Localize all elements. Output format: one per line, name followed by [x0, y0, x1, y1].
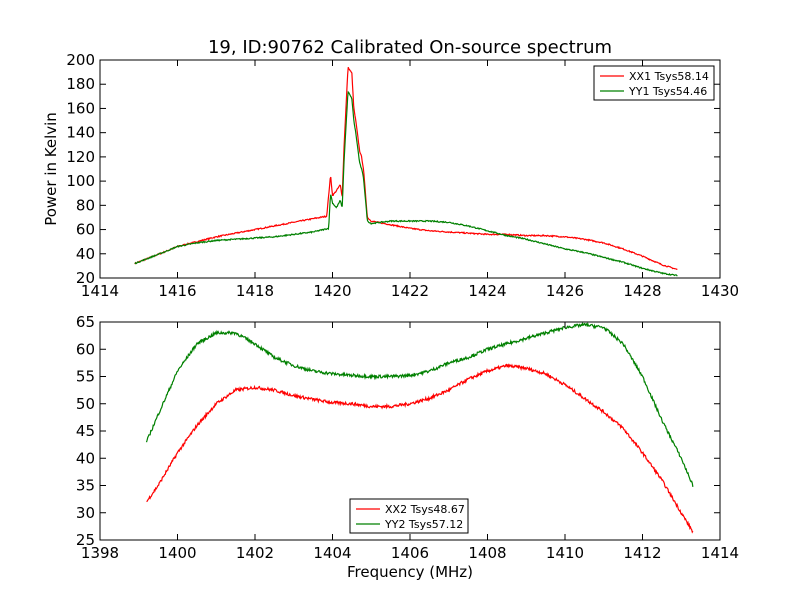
x-tick-label: 1414 [701, 544, 739, 562]
y-tick-label: 60 [76, 340, 95, 358]
y-tick-label: 180 [66, 75, 95, 93]
legend-label: YY1 Tsys54.46 [628, 85, 707, 98]
x-tick-label: 1406 [391, 544, 429, 562]
y-tick-label: 40 [76, 245, 95, 263]
y-tick-label: 50 [76, 395, 95, 413]
x-tick-label: 1402 [236, 544, 274, 562]
y-tick-label: 60 [76, 221, 95, 239]
series-line-xx [146, 363, 694, 534]
x-tick-label: 1424 [468, 282, 506, 300]
y-axis-label: Power in Kelvin [42, 112, 60, 226]
y-tick-label: 40 [76, 449, 95, 467]
x-tick-label: 1408 [468, 544, 506, 562]
x-tick-label: 1418 [236, 282, 274, 300]
y-tick-label: 35 [76, 477, 95, 495]
y-tick-label: 200 [66, 51, 95, 69]
x-tick-label: 1422 [391, 282, 429, 300]
y-tick-label: 25 [76, 531, 95, 549]
x-tick-label: 1412 [623, 544, 661, 562]
x-tick-label: 1420 [313, 282, 351, 300]
y-tick-label: 120 [66, 148, 95, 166]
y-tick-label: 55 [76, 368, 95, 386]
y-tick-label: 80 [76, 196, 95, 214]
legend-label: YY2 Tsys57.12 [384, 518, 463, 531]
x-tick-label: 1410 [546, 544, 584, 562]
x-tick-label: 1398 [81, 544, 119, 562]
chart-bottom: Frequency (MHz) 1398 1400 1402 1404 1406 1408… [76, 313, 739, 581]
legend-top: XX1 Tsys58.14 YY1 Tsys54.46 [593, 65, 715, 101]
x-tick-label: 1430 [701, 282, 739, 300]
y-tick-label: 160 [66, 99, 95, 117]
chart-title: 19, ID:90762 Calibrated On-source spectr… [208, 37, 612, 58]
x-tick-label: 1416 [158, 282, 196, 300]
x-tick-label: 1426 [546, 282, 584, 300]
x-tick-label: 1400 [158, 544, 196, 562]
y-tick-label: 45 [76, 422, 95, 440]
legend-label: XX2 Tsys48.67 [385, 503, 465, 516]
legend-bottom: XX2 Tsys48.67 YY2 Tsys57.12 [349, 498, 469, 534]
y-tick-label: 140 [66, 124, 95, 142]
series-line-yy [145, 321, 694, 487]
x-tick-label: 1428 [623, 282, 661, 300]
chart-top: 19, ID:90762 Calibrated On-source spectr… [42, 37, 739, 300]
series-line-xx [134, 67, 678, 270]
x-axis-label: Frequency (MHz) [347, 563, 473, 581]
legend-box [593, 65, 715, 101]
y-tick-label: 100 [66, 172, 95, 190]
x-tick-label: 1404 [313, 544, 351, 562]
x-tick-label: 1414 [81, 282, 119, 300]
y-tick-label: 65 [76, 313, 95, 331]
legend-box [349, 498, 469, 534]
legend-label: XX1 Tsys58.14 [629, 70, 709, 83]
y-tick-label: 30 [76, 504, 95, 522]
y-tick-label: 20 [76, 269, 95, 287]
series-line-yy [134, 90, 678, 277]
